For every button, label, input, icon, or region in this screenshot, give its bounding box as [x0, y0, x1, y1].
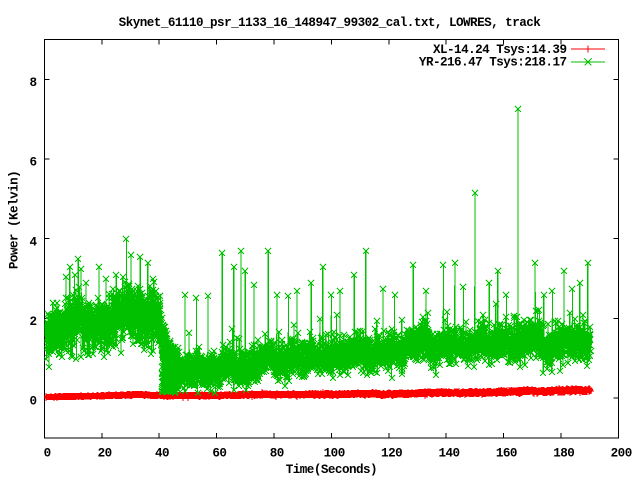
svg-text:100: 100 [324, 447, 345, 461]
svg-text:160: 160 [496, 447, 517, 461]
svg-text:20: 20 [98, 447, 112, 461]
svg-text:YR-216.47 Tsys:218.17: YR-216.47 Tsys:218.17 [419, 56, 567, 70]
svg-text:XL-14.24 Tsys:14.39: XL-14.24 Tsys:14.39 [433, 43, 567, 57]
svg-text:8: 8 [29, 76, 36, 90]
svg-text:140: 140 [438, 447, 459, 461]
svg-text:0: 0 [29, 395, 36, 409]
svg-text:120: 120 [381, 447, 402, 461]
svg-text:6: 6 [29, 156, 36, 170]
svg-text:Time(Seconds): Time(Seconds) [286, 463, 377, 477]
svg-text:Power (Kelvin): Power (Kelvin) [7, 171, 21, 269]
svg-text:200: 200 [611, 447, 632, 461]
svg-text:0: 0 [44, 447, 51, 461]
svg-text:80: 80 [270, 447, 284, 461]
svg-text:Skynet_61110_psr_1133_16_14894: Skynet_61110_psr_1133_16_148947_99302_ca… [119, 16, 542, 30]
svg-text:4: 4 [29, 235, 37, 249]
svg-text:2: 2 [29, 315, 36, 329]
svg-text:40: 40 [155, 447, 169, 461]
svg-text:60: 60 [212, 447, 226, 461]
svg-text:180: 180 [553, 447, 574, 461]
